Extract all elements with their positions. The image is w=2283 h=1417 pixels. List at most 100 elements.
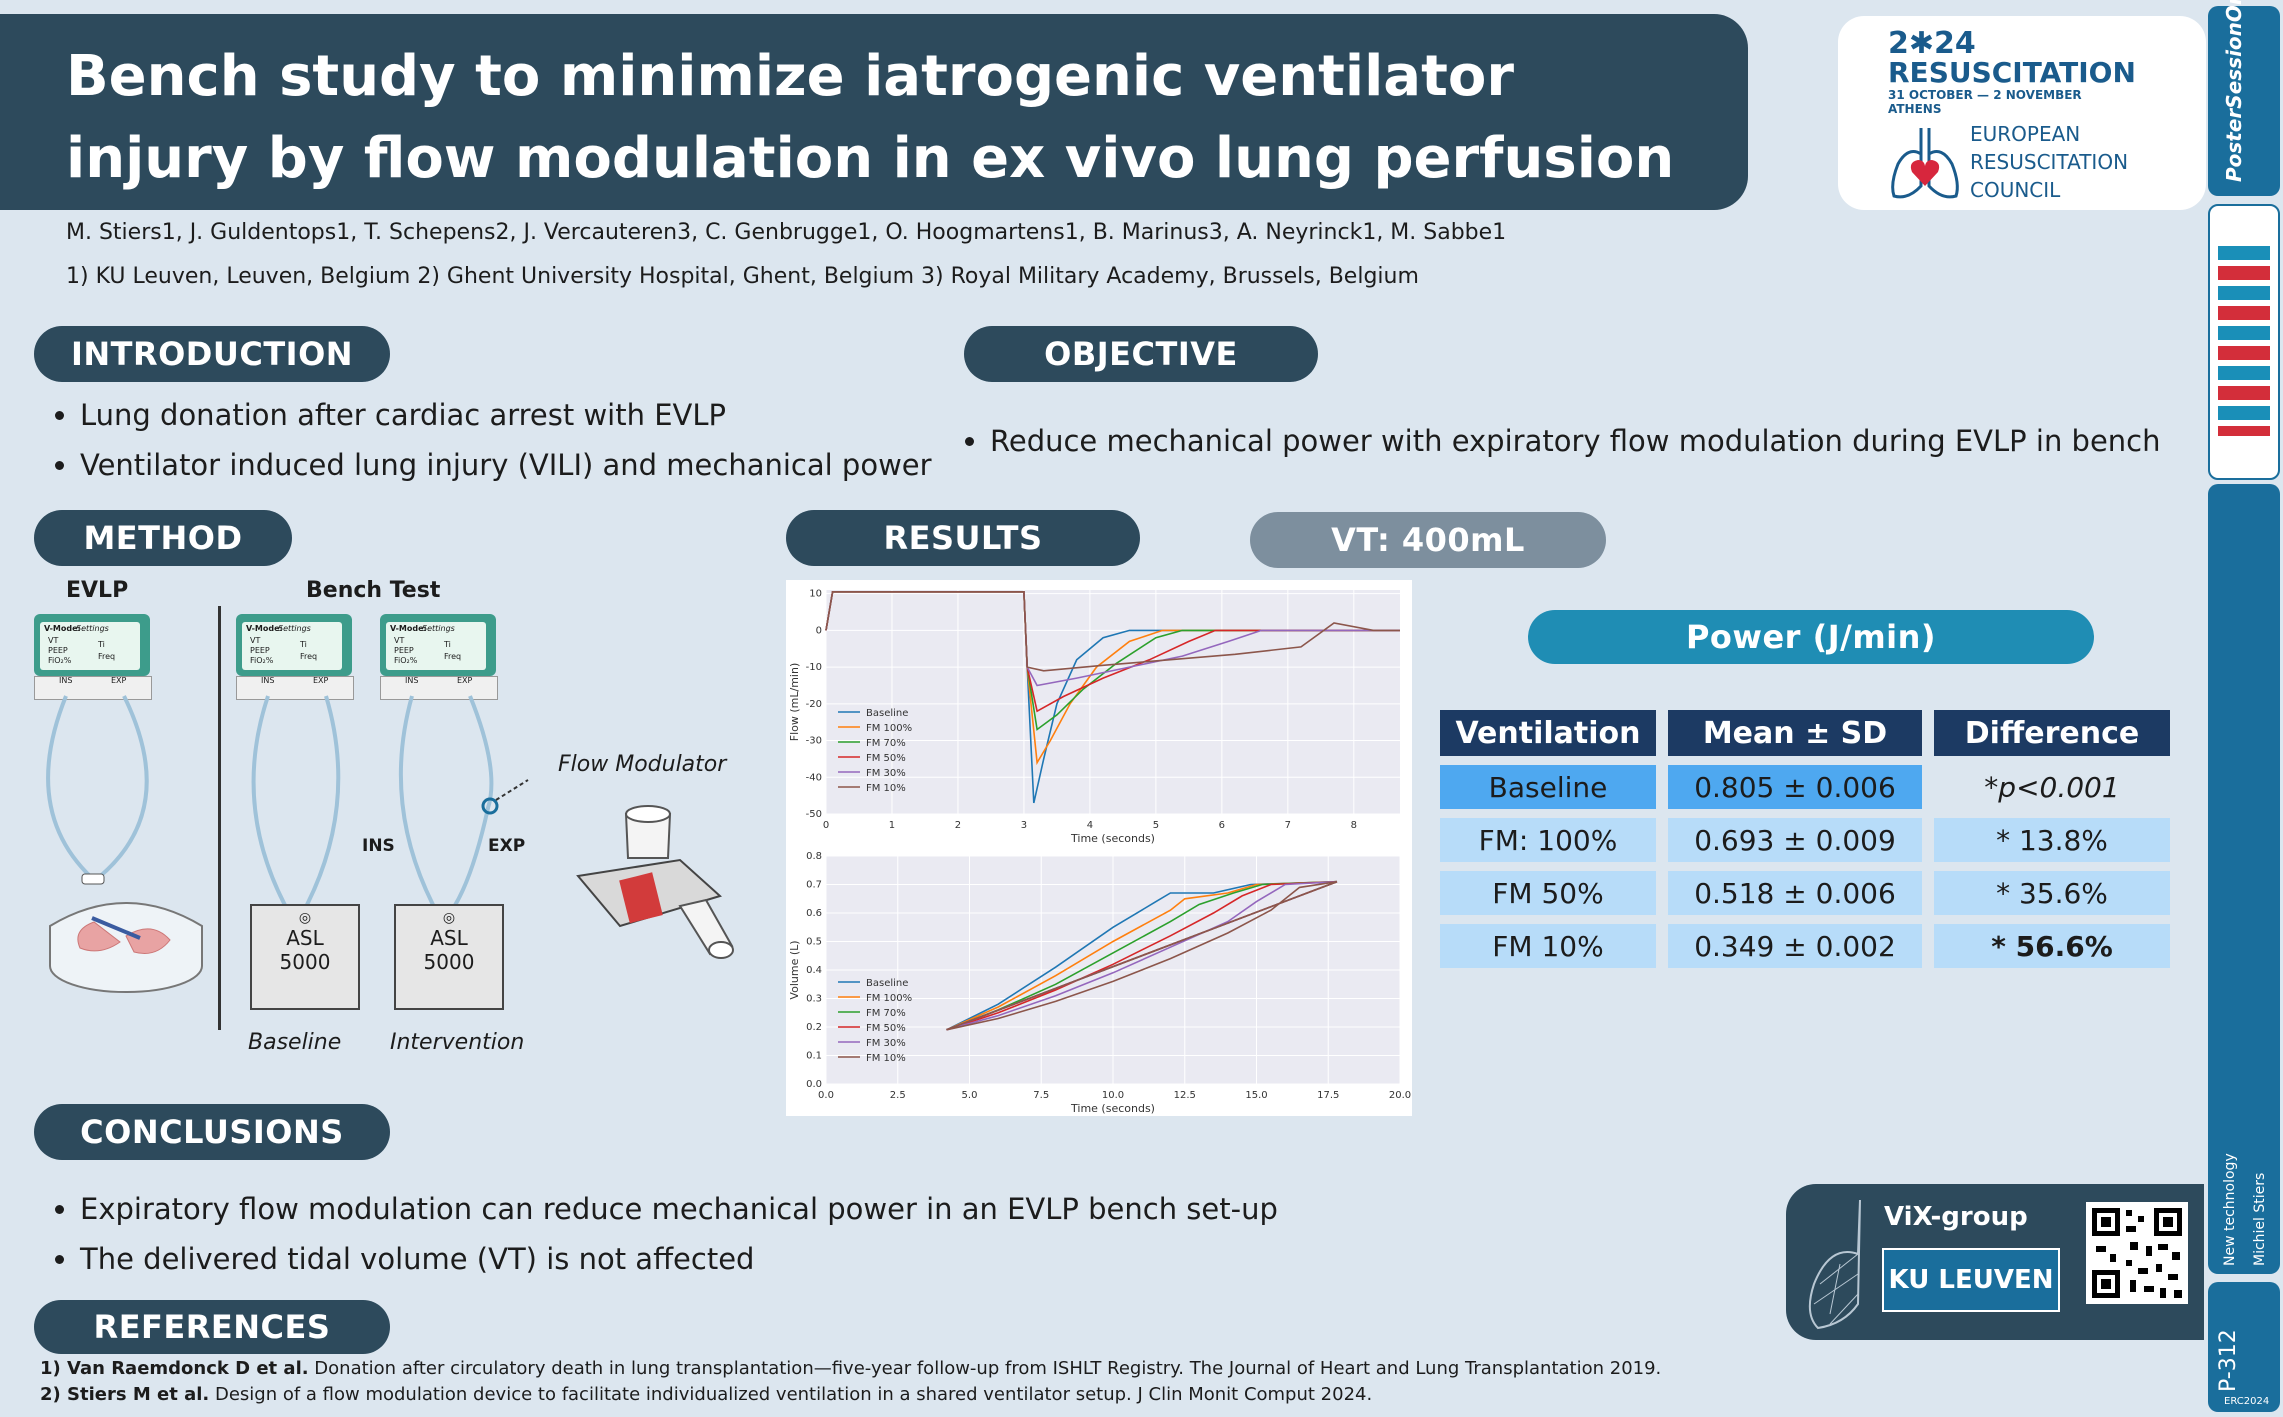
objective-header: OBJECTIVE	[964, 326, 1318, 382]
y-tick-label: 0.1	[806, 1051, 822, 1062]
table-header: Mean ± SD	[1668, 710, 1922, 756]
sidebar-brand-tab[interactable]: PosterSessionOnline	[2208, 0, 2280, 196]
conclusions-list: Expiratory flow modulation can reduce me…	[34, 1184, 1280, 1284]
objective-list: Reduce mechanical power with expiratory …	[944, 416, 2230, 466]
ins-label: INS	[362, 836, 395, 856]
device-ti: Ti	[444, 640, 451, 649]
y-axis-label: Volume (L)	[788, 940, 801, 999]
y-tick-label: -50	[806, 809, 822, 820]
legend-label: FM 30%	[866, 768, 906, 779]
power-header: Power (J/min)	[1528, 610, 2094, 664]
asl-number: 5000	[423, 950, 475, 974]
device-mode: V-Mode:	[390, 624, 427, 633]
flow-modulator-marker	[481, 797, 499, 815]
device-settings: Settings	[278, 624, 311, 633]
table-header: Ventilation	[1440, 710, 1656, 756]
x-tick-label: 5	[1153, 820, 1159, 831]
device-freq: Freq	[300, 652, 318, 661]
y-tick-label: -10	[806, 662, 822, 673]
ventilator-ports: INS EXP	[34, 676, 152, 700]
device-exp: EXP	[457, 676, 473, 685]
references-header: REFERENCES	[34, 1300, 390, 1354]
qr-code[interactable]	[2086, 1202, 2188, 1304]
lung-mesh-icon	[1808, 1199, 1861, 1330]
ventilator-ports: INS EXP	[380, 676, 498, 700]
lungs-heart-icon	[1891, 128, 1959, 199]
device-ins: INS	[261, 676, 275, 685]
device-freq: Freq	[98, 652, 116, 661]
asl-simulator: ◎ ASL 5000	[250, 904, 360, 1010]
y-tick-label: 0.6	[806, 908, 822, 919]
device-peep: PEEP	[250, 646, 270, 655]
y-tick-label: -40	[806, 772, 822, 783]
x-tick-label: 2.5	[890, 1090, 906, 1101]
device-ti: Ti	[98, 640, 105, 649]
y-tick-label: 0	[816, 625, 822, 636]
ventilator-ports: INS EXP	[236, 676, 354, 700]
x-tick-label: 0.0	[818, 1090, 834, 1101]
flow-modulator-caption: Flow Modulator	[558, 752, 727, 777]
conference-code: ERC2024	[2224, 1396, 2270, 1407]
reference-2: 2) Stiers M et al. Design of a flow modu…	[40, 1384, 1373, 1405]
baseline-caption: Baseline	[248, 1030, 342, 1055]
intervention-caption: Intervention	[390, 1030, 525, 1055]
logo-city: ATHENS	[1888, 102, 1942, 116]
x-tick-label: 6	[1219, 820, 1225, 831]
x-axis-label: Time (seconds)	[1070, 1102, 1155, 1115]
series-line	[946, 880, 1338, 1031]
introduction-item: Lung donation after cardiac arrest with …	[80, 390, 980, 440]
plot-area	[826, 590, 1400, 814]
y-tick-label: 10	[809, 589, 822, 600]
x-tick-label: 10.0	[1102, 1090, 1124, 1101]
table-cell: FM 10%	[1440, 924, 1656, 968]
table-cell: 0.518 ± 0.006	[1668, 871, 1922, 915]
legend-label: FM 10%	[866, 1053, 906, 1064]
device-peep: PEEP	[48, 646, 68, 655]
reference-1: 1) Van Raemdonck D et al. Donation after…	[40, 1358, 1662, 1379]
table-cell: * 13.8%	[1934, 818, 2170, 862]
device-ins: INS	[59, 676, 73, 685]
ventilator-device: V-Mode: Settings VT PEEP FiO₂% Ti Freq	[236, 614, 352, 676]
table-cell: 0.805 ± 0.006	[1668, 765, 1922, 809]
ventilator-device: V-Mode: Settings VT PEEP FiO₂% Ti Freq	[380, 614, 496, 676]
logo-org-1: EUROPEAN	[1970, 122, 2081, 146]
device-peep: PEEP	[394, 646, 414, 655]
table-cell: FM 50%	[1440, 871, 1656, 915]
y-axis-label: Flow (mL/min)	[788, 663, 801, 741]
x-tick-label: 7	[1285, 820, 1291, 831]
x-tick-label: 20.0	[1389, 1090, 1411, 1101]
asl-label: ASL	[286, 926, 324, 950]
table-cell: * 35.6%	[1934, 871, 2170, 915]
y-tick-label: 0.4	[806, 965, 822, 976]
device-fio2: FiO₂%	[250, 656, 274, 665]
legend-label: FM 50%	[866, 1023, 906, 1034]
device-ins: INS	[405, 676, 419, 685]
flow-chart: 0 1 2 3 4 5 6 7 8 10 0 -10 -20 -30 -40 -50 Time (seconds…	[788, 589, 1400, 845]
device-vt: VT	[48, 636, 59, 645]
logo-org-3: COUNCIL	[1970, 178, 2061, 202]
y-tick-label: 0.3	[806, 994, 822, 1005]
series-line	[825, 591, 1400, 672]
flow-modulator-device	[576, 805, 734, 959]
x-tick-label: 2	[955, 820, 961, 831]
legend-label: FM 10%	[866, 783, 906, 794]
x-tick-label: 7.5	[1033, 1090, 1049, 1101]
objective-item: Reduce mechanical power with expiratory …	[990, 416, 2230, 466]
x-tick-label: 17.5	[1317, 1090, 1339, 1101]
vix-group-panel: ViX-group KU LEUVEN	[1786, 1184, 2204, 1340]
method-setup-drawing	[46, 695, 529, 993]
evlp-label: EVLP	[66, 578, 129, 603]
method-header: METHOD	[34, 510, 292, 566]
volume-chart: 0.0 2.5 5.0 7.5 10.0 12.5 15.0 17.5 20.0 0.0 0.1 0.…	[788, 851, 1411, 1115]
logo-year: 2✱24	[1888, 26, 1976, 61]
x-tick-label: 1	[889, 820, 895, 831]
x-tick-label: 8	[1351, 820, 1357, 831]
device-exp: EXP	[313, 676, 329, 685]
sidebar-brand: PosterSessionOnline	[2222, 0, 2246, 182]
asl-simulator: ◎ ASL 5000	[394, 904, 504, 1010]
asl-number: 5000	[279, 950, 331, 974]
results-figure: 0 1 2 3 4 5 6 7 8 10 0 -10 -20 -30 -40 -50 Time (seconds…	[786, 580, 1412, 1116]
logo-event: RESUSCITATION	[1888, 56, 2136, 89]
legend-label: FM 100%	[866, 723, 912, 734]
affiliations: 1) KU Leuven, Leuven, Belgium 2) Ghent U…	[66, 264, 1419, 289]
